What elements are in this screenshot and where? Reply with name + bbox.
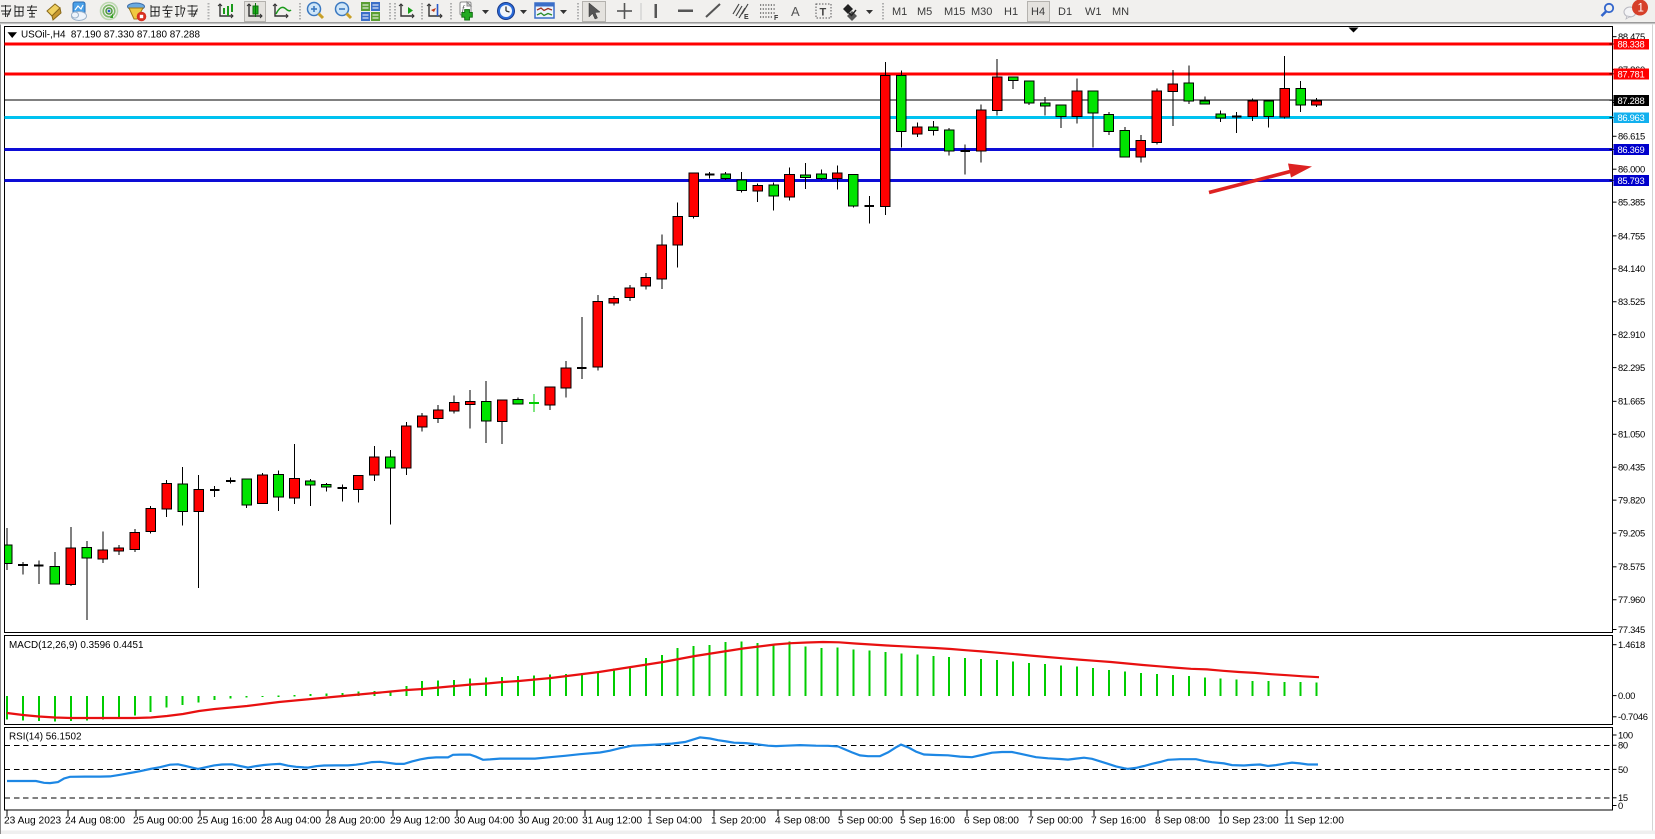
svg-text:85.793: 85.793 <box>1618 175 1645 186</box>
svg-text:6 Sep 08:00: 6 Sep 08:00 <box>964 816 1019 827</box>
svg-text:87.781: 87.781 <box>1618 68 1645 79</box>
svg-text:23 Aug 2023: 23 Aug 2023 <box>4 816 62 827</box>
svg-text:MACD(12,26,9) 0.3596 0.4451: MACD(12,26,9) 0.3596 0.4451 <box>9 640 144 651</box>
svg-text:A: A <box>791 4 800 19</box>
svg-text:15: 15 <box>1618 792 1628 803</box>
svg-text:T: T <box>820 7 827 19</box>
svg-text:29 Aug 12:00: 29 Aug 12:00 <box>390 816 450 827</box>
svg-text:87.288: 87.288 <box>1618 95 1645 106</box>
svg-text:78.575: 78.575 <box>1618 561 1645 572</box>
svg-text:84.140: 84.140 <box>1618 263 1645 274</box>
svg-text:-0.7046: -0.7046 <box>1618 711 1648 722</box>
svg-text:MN: MN <box>1112 6 1129 18</box>
svg-text:USOil-,H4 87.190 87.330 87.18: USOil-,H4 87.190 87.330 87.180 87.288 <box>21 30 200 41</box>
svg-text:0.00: 0.00 <box>1618 690 1635 701</box>
svg-text:30 Aug 20:00: 30 Aug 20:00 <box>518 816 578 827</box>
svg-text:28 Aug 20:00: 28 Aug 20:00 <box>325 816 385 827</box>
svg-text:1 Sep 04:00: 1 Sep 04:00 <box>647 816 702 827</box>
svg-text:5 Sep 00:00: 5 Sep 00:00 <box>838 816 893 827</box>
svg-text:D1: D1 <box>1058 6 1072 18</box>
svg-text:11 Sep 12:00: 11 Sep 12:00 <box>1284 816 1344 827</box>
svg-text:24 Aug 08:00: 24 Aug 08:00 <box>65 816 125 827</box>
svg-text:83.525: 83.525 <box>1618 296 1645 307</box>
svg-text:82.910: 82.910 <box>1618 329 1645 340</box>
svg-text:88.475: 88.475 <box>1618 31 1645 42</box>
svg-text:0: 0 <box>1618 800 1623 811</box>
svg-text:80: 80 <box>1618 740 1628 751</box>
svg-text:30 Aug 04:00: 30 Aug 04:00 <box>454 816 514 827</box>
svg-text:H1: H1 <box>1004 6 1018 18</box>
svg-text:50: 50 <box>1618 764 1628 775</box>
svg-text:79.205: 79.205 <box>1618 527 1645 538</box>
svg-text:M5: M5 <box>917 6 932 18</box>
svg-text:25 Aug 00:00: 25 Aug 00:00 <box>133 816 193 827</box>
svg-text:F: F <box>774 15 779 22</box>
svg-text:88.338: 88.338 <box>1618 39 1645 50</box>
svg-text:H4: H4 <box>1031 6 1045 18</box>
svg-text:4 Sep 08:00: 4 Sep 08:00 <box>775 816 830 827</box>
svg-text:31 Aug 12:00: 31 Aug 12:00 <box>582 816 642 827</box>
svg-text:25 Aug 16:00: 25 Aug 16:00 <box>197 816 257 827</box>
svg-text:86.369: 86.369 <box>1618 144 1645 155</box>
svg-text:1.4618: 1.4618 <box>1618 639 1645 650</box>
svg-text:E: E <box>744 14 749 21</box>
svg-text:M15: M15 <box>944 6 965 18</box>
svg-text:86.000: 86.000 <box>1618 164 1645 175</box>
svg-text:M30: M30 <box>971 6 992 18</box>
svg-text:28 Aug 04:00: 28 Aug 04:00 <box>261 816 321 827</box>
svg-text:80.435: 80.435 <box>1618 462 1645 473</box>
svg-text:85.385: 85.385 <box>1618 197 1645 208</box>
svg-text:W1: W1 <box>1085 6 1102 18</box>
svg-text:86.963: 86.963 <box>1618 112 1645 123</box>
svg-text:79.820: 79.820 <box>1618 495 1645 506</box>
svg-text:7 Sep 16:00: 7 Sep 16:00 <box>1091 816 1146 827</box>
svg-text:100: 100 <box>1618 729 1633 740</box>
svg-text:1: 1 <box>1638 3 1644 15</box>
svg-text:86.615: 86.615 <box>1618 131 1645 142</box>
svg-text:5 Sep 16:00: 5 Sep 16:00 <box>900 816 955 827</box>
svg-text:77.345: 77.345 <box>1618 624 1645 635</box>
svg-text:84.755: 84.755 <box>1618 230 1645 241</box>
svg-text:1 Sep 20:00: 1 Sep 20:00 <box>711 816 766 827</box>
svg-text:77.960: 77.960 <box>1618 594 1645 605</box>
svg-text:82.295: 82.295 <box>1618 362 1645 373</box>
svg-text:10 Sep 23:00: 10 Sep 23:00 <box>1218 816 1279 827</box>
svg-text:RSI(14) 56.1502: RSI(14) 56.1502 <box>9 732 81 743</box>
svg-text:81.665: 81.665 <box>1618 396 1645 407</box>
svg-text:M1: M1 <box>892 6 907 18</box>
svg-text:f: f <box>462 4 466 13</box>
svg-text:81.050: 81.050 <box>1618 429 1645 440</box>
svg-text:8 Sep 08:00: 8 Sep 08:00 <box>1155 816 1210 827</box>
svg-text:7 Sep 00:00: 7 Sep 00:00 <box>1028 816 1083 827</box>
